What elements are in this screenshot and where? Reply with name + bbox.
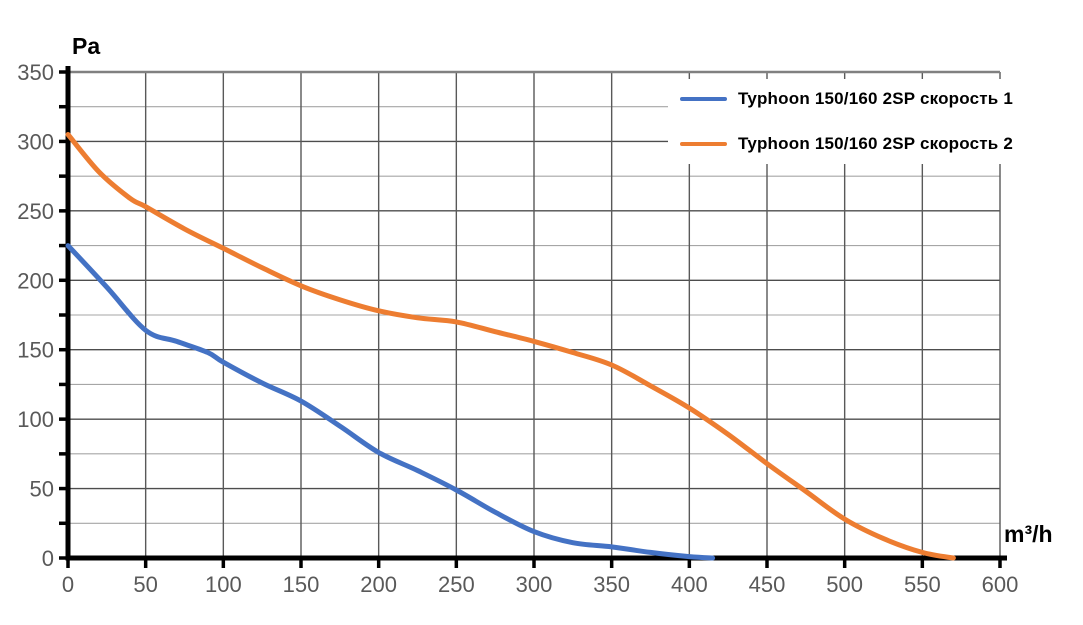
x-tick-label: 100 (205, 572, 242, 597)
x-tick-label: 400 (671, 572, 708, 597)
y-tick-label: 250 (17, 199, 54, 224)
x-tick-label: 450 (749, 572, 786, 597)
series-curve-speed-2 (65, 132, 956, 561)
y-tick-label: 50 (30, 477, 54, 502)
series-curve-speed-1 (65, 243, 716, 561)
chart-legend: Typhoon 150/160 2SP скорость 1 Typhoon 1… (668, 79, 1013, 164)
x-tick-label: 0 (62, 572, 74, 597)
legend-entry-speed-2: Typhoon 150/160 2SP скорость 2 (668, 124, 1013, 164)
y-tick-label: 200 (17, 268, 54, 293)
legend-label-speed-2: Typhoon 150/160 2SP скорость 2 (738, 134, 1014, 153)
x-tick-label: 50 (133, 572, 157, 597)
legend-line-swatch-speed-1 (680, 97, 727, 101)
y-tick-label: 100 (17, 407, 54, 432)
legend-line-swatch-speed-2 (680, 142, 727, 146)
y-tick-label: 0 (42, 546, 54, 571)
legend-label-speed-1: Typhoon 150/160 2SP скорость 1 (738, 89, 1014, 108)
x-tick-label: 350 (593, 572, 630, 597)
legend-entry-speed-1: Typhoon 150/160 2SP скорость 1 (668, 79, 1013, 119)
x-tick-label: 250 (438, 572, 475, 597)
x-tick-label: 300 (516, 572, 553, 597)
y-tick-label: 350 (17, 60, 54, 85)
x-tick-label: 150 (283, 572, 320, 597)
y-axis-title: Pa (72, 33, 101, 59)
x-tick-label: 600 (982, 572, 1019, 597)
x-axis-title: m³/h (1004, 521, 1053, 547)
y-tick-label: 300 (17, 129, 54, 154)
x-tick-label: 500 (826, 572, 863, 597)
y-tick-label: 150 (17, 338, 54, 363)
x-tick-label: 200 (360, 572, 397, 597)
x-tick-label: 550 (904, 572, 941, 597)
